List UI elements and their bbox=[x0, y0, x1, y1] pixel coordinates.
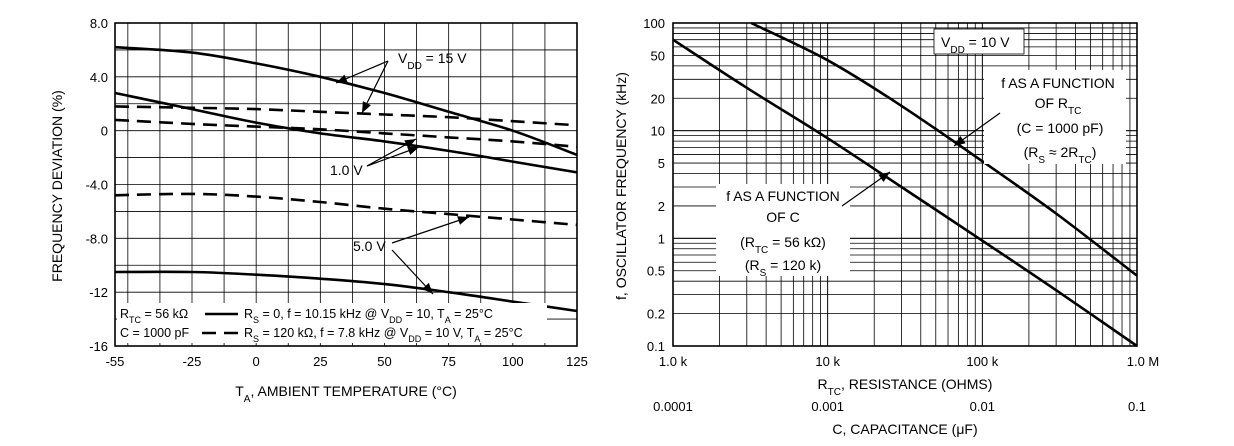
x-tick-label: 0 bbox=[253, 354, 260, 369]
annotation-rtc-1: f AS A FUNCTION bbox=[1001, 75, 1115, 91]
annotation-c-1: f AS A FUNCTION bbox=[726, 188, 840, 204]
y-tick-label: 100 bbox=[643, 16, 665, 31]
rtc-label-bg bbox=[984, 70, 1126, 164]
series-line-2 bbox=[672, 38, 1138, 348]
arrow-vdd15-b-head bbox=[362, 101, 371, 113]
x-axis-label: RTC, RESISTANCE (OHMS) bbox=[818, 376, 993, 398]
legend-dash-label: RS = 120 kΩ, f = 7.8 kHz @ VDD = 10 V, T… bbox=[244, 326, 523, 344]
x2-tick-label: 0.001 bbox=[811, 399, 844, 414]
y-tick-label: 0.5 bbox=[647, 264, 665, 279]
y-tick-label: 5 bbox=[658, 156, 665, 171]
arrow-5v-b-head bbox=[422, 282, 433, 294]
y-tick-label: 10 bbox=[651, 124, 665, 139]
y-tick-label: 0 bbox=[101, 124, 108, 139]
y-tick-label: 0.1 bbox=[647, 339, 665, 354]
y-tick-label: -8.0 bbox=[86, 231, 108, 246]
arrow-rtc-head bbox=[954, 135, 966, 146]
annotation-rtc-3: (C = 1000 pF) bbox=[1017, 120, 1104, 136]
annotation-1v: 1.0 V bbox=[330, 162, 363, 178]
y-tick-label: 2 bbox=[658, 199, 665, 214]
y-tick-label: 50 bbox=[651, 48, 665, 63]
x2-axis-label: C, CAPACITANCE (μF) bbox=[832, 421, 977, 437]
series-line-5 bbox=[114, 192, 578, 227]
legend-solid-label: RS = 0, f = 10.15 kHz @ VDD = 10, TA = 2… bbox=[244, 307, 493, 325]
x-tick-label: -25 bbox=[183, 354, 202, 369]
y-tick-label: -12 bbox=[89, 285, 108, 300]
x-tick-label: 1.0 k bbox=[659, 354, 688, 369]
y-tick-label: -4.0 bbox=[86, 178, 108, 193]
c-label-bg bbox=[716, 184, 850, 276]
temperature-grid bbox=[115, 23, 577, 346]
x2-tick-label: 0.1 bbox=[1128, 399, 1146, 414]
x-tick-label: -55 bbox=[106, 354, 125, 369]
x2-tick-label: 0.0001 bbox=[653, 399, 693, 414]
x-tick-label: 75 bbox=[441, 354, 455, 369]
temperature-chart: -55 -25 0 25 50 75 100 125 8.0 4.0 0 -4.0 -8.0 -12 -16… bbox=[49, 16, 588, 405]
y-tick-label: 8.0 bbox=[90, 16, 108, 31]
x-tick-label: 100 k bbox=[966, 354, 998, 369]
x2-tick-label: 0.01 bbox=[970, 399, 995, 414]
y-tick-label: 4.0 bbox=[90, 70, 108, 85]
x-tick-label: 25 bbox=[313, 354, 327, 369]
arrow-5v-a bbox=[391, 216, 470, 244]
frequency-chart: 1.0 k 10 k 100 k 1.0 M0.0001 0.001 0.01 0.1100… bbox=[613, 16, 1159, 437]
legend-bg bbox=[117, 303, 547, 343]
arrow-c-head bbox=[878, 172, 890, 182]
x-tick-label: 10 k bbox=[815, 354, 840, 369]
annotation-c-2: OF C bbox=[766, 209, 799, 225]
y-axis-label: FREQUENCY DEVIATION (%) bbox=[49, 90, 65, 282]
series-line-1 bbox=[750, 21, 1138, 277]
y-tick-label: 20 bbox=[651, 91, 665, 106]
annotation-vdd15: VDD = 15 V bbox=[398, 50, 467, 72]
plot-frame bbox=[672, 22, 1138, 347]
y-tick-label: 1 bbox=[658, 231, 665, 246]
y-tick-label: -16 bbox=[89, 339, 108, 354]
annotation-5v: 5.0 V bbox=[353, 238, 386, 254]
x-tick-label: 100 bbox=[502, 354, 524, 369]
y-tick-label: 0.2 bbox=[647, 307, 665, 322]
series-line-6 bbox=[114, 270, 578, 313]
plot-frame bbox=[114, 22, 578, 347]
vdd-box bbox=[933, 28, 1025, 55]
x-tick-label: 50 bbox=[377, 354, 391, 369]
series-line-3 bbox=[114, 91, 578, 174]
arrow-5v-a-head bbox=[457, 216, 469, 225]
x-tick-label: 125 bbox=[566, 354, 588, 369]
legend-c: C = 1000 pF bbox=[120, 326, 190, 340]
arrow-vdd15-a-head bbox=[336, 74, 348, 83]
arrow-1v-b-head bbox=[407, 146, 419, 155]
x-axis-label: TA, AMBIENT TEMPERATURE (°C) bbox=[235, 383, 457, 405]
y-axis-label: f, OSCILLATOR FREQUENCY (kHz) bbox=[613, 72, 629, 300]
series-line-4 bbox=[114, 118, 578, 149]
series-line-1 bbox=[114, 45, 578, 157]
arrow-1v-a-head bbox=[404, 139, 416, 149]
x-tick-label: 1.0 M bbox=[1127, 354, 1160, 369]
